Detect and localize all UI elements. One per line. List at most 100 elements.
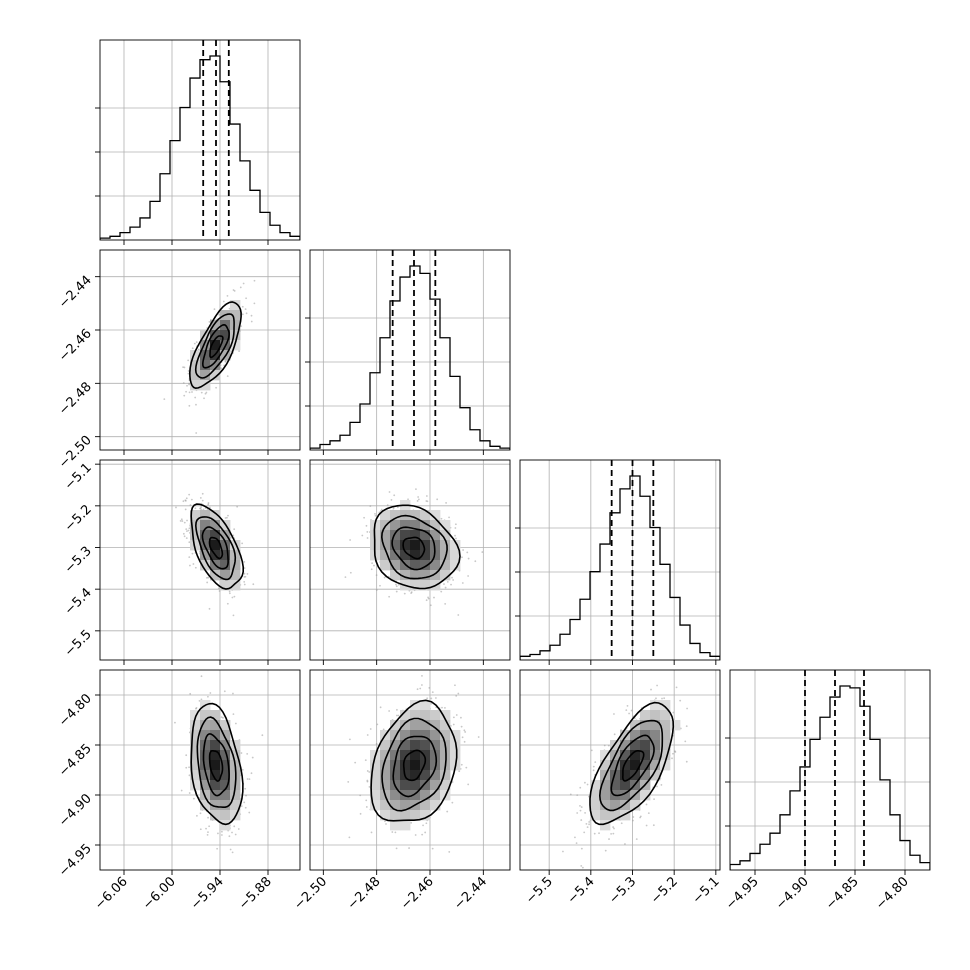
density-cell xyxy=(620,800,631,811)
density-cell xyxy=(630,720,641,731)
density-cell xyxy=(220,770,231,781)
scatter-point xyxy=(188,391,191,394)
panel-frame xyxy=(99,459,301,661)
scatter-point xyxy=(244,575,247,578)
scatter-point xyxy=(250,320,253,323)
density-cell xyxy=(430,710,441,721)
scatter-point xyxy=(414,834,417,836)
contour-level-0 xyxy=(208,750,224,782)
scatter-point xyxy=(376,723,379,726)
density-cell xyxy=(410,550,421,561)
scatter-point xyxy=(581,866,584,869)
density-cell xyxy=(450,560,461,571)
scatter-point xyxy=(373,564,375,567)
density-cell xyxy=(220,570,231,581)
y-tick-label: −4.80 xyxy=(56,691,95,730)
histogram-0 xyxy=(100,55,300,240)
scatter-point xyxy=(226,516,228,519)
scatter-point xyxy=(187,372,190,375)
scatter-point xyxy=(604,849,607,852)
density-cell xyxy=(430,770,441,781)
scatter-point xyxy=(607,744,610,747)
contour-level-0 xyxy=(208,536,224,560)
scatter-point xyxy=(204,392,207,395)
scatter-point xyxy=(569,793,572,796)
y-tick-label: −4.85 xyxy=(56,741,95,780)
density-cell xyxy=(200,530,211,541)
scatter-point xyxy=(200,506,202,509)
density-cell xyxy=(430,560,441,571)
scatter-point xyxy=(562,850,564,853)
scatter-point xyxy=(241,313,244,316)
scatter-point xyxy=(241,305,244,308)
density-cell xyxy=(380,800,391,811)
scatter-point xyxy=(421,684,423,686)
scatter-point xyxy=(370,568,373,571)
scatter-point xyxy=(184,508,187,511)
scatter-point xyxy=(410,591,413,593)
density-cell xyxy=(600,810,611,821)
density-cell xyxy=(220,580,231,591)
scatter-point xyxy=(608,838,610,840)
scatter-point xyxy=(192,563,195,565)
scatter-point xyxy=(185,497,188,500)
density-cell xyxy=(420,560,431,571)
density-cell xyxy=(200,710,211,721)
density-cell xyxy=(410,790,421,801)
density-cell xyxy=(420,810,431,821)
scatter-point xyxy=(208,320,211,323)
density-cell xyxy=(650,720,661,731)
scatter-point xyxy=(440,517,443,520)
density-cell xyxy=(210,360,221,371)
scatter-point xyxy=(394,831,397,834)
scatter-point xyxy=(348,738,351,741)
scatter-point xyxy=(366,770,369,772)
scatter-point xyxy=(195,706,198,709)
scatter-point xyxy=(227,514,229,517)
x-tick-label: −5.1 xyxy=(690,874,723,907)
scatter-point xyxy=(590,749,593,752)
scatter-point xyxy=(584,812,586,814)
x-tick-label: −4.95 xyxy=(723,874,762,913)
density-cell xyxy=(430,790,441,801)
scatter-point xyxy=(396,506,399,509)
scatter-point xyxy=(390,499,393,501)
density-cell xyxy=(410,510,421,521)
density-cell xyxy=(630,740,641,751)
scatter-point xyxy=(639,815,642,818)
scatter-point xyxy=(222,300,225,303)
density-cell xyxy=(190,360,201,371)
scatter-point xyxy=(672,711,675,714)
scatter-point xyxy=(454,534,456,537)
contour-level-1 xyxy=(201,323,230,369)
scatter-point xyxy=(174,721,176,724)
histogram-1 xyxy=(310,265,510,450)
density-cell xyxy=(220,560,231,571)
scatter-point xyxy=(371,562,374,565)
scatter-point xyxy=(379,584,381,587)
density-cell xyxy=(380,780,391,791)
density-cell xyxy=(200,780,211,791)
scatter-point xyxy=(586,826,589,829)
density-cell xyxy=(420,580,431,591)
scatter-point xyxy=(189,504,192,506)
density-cell xyxy=(450,550,461,561)
scatter-point xyxy=(226,602,229,605)
scatter-point xyxy=(392,507,395,510)
scatter-point xyxy=(220,716,223,718)
density-cell xyxy=(390,520,401,531)
scatter-point xyxy=(455,714,458,716)
scatter-point xyxy=(348,836,351,839)
scatter-point xyxy=(436,498,439,501)
contour-level-1 xyxy=(202,733,230,797)
scatter-point xyxy=(244,308,247,310)
scatter-point xyxy=(218,590,221,592)
density-cell xyxy=(190,780,201,791)
scatter-point xyxy=(603,744,606,747)
density-cell xyxy=(230,580,241,591)
density-cell xyxy=(440,780,451,791)
density-cell xyxy=(450,540,461,551)
y-tick-label: −5.3 xyxy=(62,544,95,577)
density-cell xyxy=(410,700,421,711)
scatter-point xyxy=(395,583,397,586)
